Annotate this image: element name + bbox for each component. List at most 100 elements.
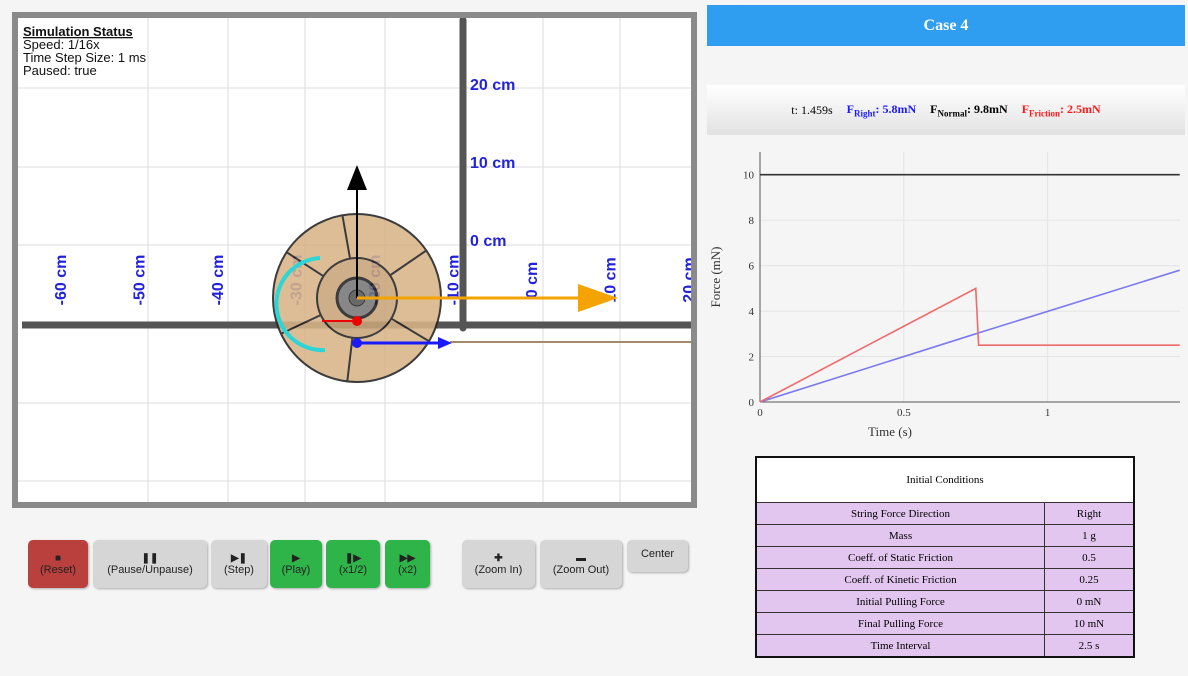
friction-dot <box>352 316 362 326</box>
force-subscript: Friction <box>1029 108 1061 119</box>
status-line: Paused: true <box>23 63 97 78</box>
y-axis-label: Force (mN) <box>708 246 723 307</box>
control-button[interactable]: ✚ (Zoom In) <box>462 540 535 588</box>
force-chart: 0 2 4 6 8 10 0 0.5 1 Time (s) Force (mN) <box>708 152 1180 439</box>
button-icon: ▶❚ <box>230 552 248 564</box>
force-value: FFriction: 2.5mN <box>1022 102 1101 118</box>
table-cell: Right <box>1044 502 1135 525</box>
series-line <box>759 269 1180 403</box>
spoke <box>341 215 352 259</box>
control-button[interactable]: ▶▶ (x2) <box>385 540 430 588</box>
x-label: 0 cm <box>524 262 541 298</box>
button-icon: ■ <box>54 552 62 564</box>
y-tick-label: 0 <box>749 397 755 409</box>
control-button[interactable]: ▬ (Zoom Out) <box>540 540 622 588</box>
pull-head <box>578 284 618 312</box>
case-header: Case 4 <box>707 5 1185 46</box>
control-button[interactable]: ❚▶ (x1/2) <box>326 540 380 588</box>
initial-conditions: Initial Conditions String Force Directio… <box>755 456 1135 658</box>
control-button[interactable]: ❚❚ (Pause/Unpause) <box>93 540 207 588</box>
control-button[interactable]: ▶ (Play) <box>270 540 322 588</box>
table-row: Final Pulling Force 10 mN <box>755 612 1135 635</box>
table-cell: Coeff. of Static Friction <box>755 546 1045 569</box>
table-row: Time Interval 2.5 s <box>755 634 1135 658</box>
button-icon: ▶ <box>292 552 300 564</box>
table-row: Coeff. of Static Friction 0.5 <box>755 546 1135 569</box>
x-label: -10 cm <box>446 255 463 306</box>
table-cell: 2.5 s <box>1044 634 1135 658</box>
button-label: (Step) <box>224 563 254 576</box>
table-cell: 0.5 <box>1044 546 1135 569</box>
force-text: : 9.8mN <box>967 101 1008 116</box>
table-cell: 0 mN <box>1044 590 1135 613</box>
x-tick-label: 1 <box>1045 407 1051 419</box>
status-line: Time Step Size: 1 ms <box>23 50 147 65</box>
spin-arrow <box>274 256 326 353</box>
x-label: -60 cm <box>53 255 70 306</box>
force-subscript: Right <box>853 108 876 119</box>
table-cell: Mass <box>755 524 1045 547</box>
control-button[interactable]: ▶❚ (Step) <box>211 540 267 588</box>
x-label: -50 cm <box>132 255 149 306</box>
button-label: (Zoom In) <box>474 563 523 576</box>
status-line: Speed: 1/16x <box>23 37 100 52</box>
table-cell: Coeff. of Kinetic Friction <box>755 568 1045 591</box>
spoke <box>280 314 322 335</box>
button-icon: ✚ <box>494 552 503 564</box>
x-label: -40 cm <box>210 255 227 306</box>
table-cell: Time Interval <box>755 634 1045 658</box>
x-label: 20 cm <box>681 257 698 302</box>
button-label: (Pause/Unpause) <box>107 563 193 576</box>
table-title: Initial Conditions <box>755 456 1135 503</box>
series-line <box>759 287 1180 403</box>
table-row: Initial Pulling Force 0 mN <box>755 590 1135 613</box>
force-symbol: F <box>1021 101 1030 116</box>
spoke <box>390 317 430 343</box>
spoke <box>346 337 354 382</box>
force-symbol: F <box>930 101 938 116</box>
force-text: : 2.5mN <box>1060 101 1101 116</box>
status-title: Simulation Status <box>23 24 133 39</box>
right-dot <box>352 338 362 348</box>
button-icon: ▬ <box>576 552 586 564</box>
time-readout: t: 1.459s <box>791 102 833 117</box>
table-cell: 0.25 <box>1044 568 1135 591</box>
control-button[interactable]: ■ (Reset) <box>28 540 88 588</box>
y-label: 10 cm <box>470 155 515 172</box>
force-value: FRight: 5.8mN <box>847 102 917 118</box>
y-tick-label: 6 <box>749 261 755 273</box>
table-row: String Force Direction Right <box>755 502 1135 525</box>
button-icon: ❚❚ <box>141 552 159 564</box>
y-label: 20 cm <box>470 77 515 94</box>
force-text: : 5.8mN <box>875 101 917 116</box>
button-icon: ❚▶ <box>344 552 362 564</box>
y-tick-label: 10 <box>743 170 755 182</box>
y-tick-label: 8 <box>749 215 755 227</box>
force-subscript: Normal <box>937 108 968 119</box>
force-value: FNormal: 9.8mN <box>930 102 1008 118</box>
button-label: (Reset) <box>39 563 77 576</box>
button-label: (Play) <box>281 563 311 576</box>
button-label: (x1/2) <box>338 563 368 576</box>
spoke <box>286 251 325 278</box>
button-label: (x2) <box>398 563 417 576</box>
table-cell: 10 mN <box>1044 612 1135 635</box>
y-tick-label: 2 <box>749 352 755 364</box>
x-tick-label: 0 <box>757 407 763 419</box>
normal-head <box>347 165 367 190</box>
x-label: 10 cm <box>603 257 620 302</box>
y-tick-label: 4 <box>749 306 755 318</box>
button-label: (Zoom Out) <box>552 563 610 576</box>
button-icon: ▶▶ <box>399 552 416 564</box>
table-cell: String Force Direction <box>755 502 1045 525</box>
force-symbol: F <box>846 101 854 116</box>
table-cell: Initial Pulling Force <box>755 590 1045 613</box>
control-button[interactable]: Center <box>627 540 688 572</box>
x-tick-label: 0.5 <box>897 407 911 419</box>
table-row: Mass 1 g <box>755 524 1135 547</box>
table-cell: Final Pulling Force <box>755 612 1045 635</box>
button-label: Center <box>640 548 675 560</box>
force-readout: t: 1.459s FRight: 5.8mN FNormal: 9.8mN FFr… <box>707 85 1185 135</box>
